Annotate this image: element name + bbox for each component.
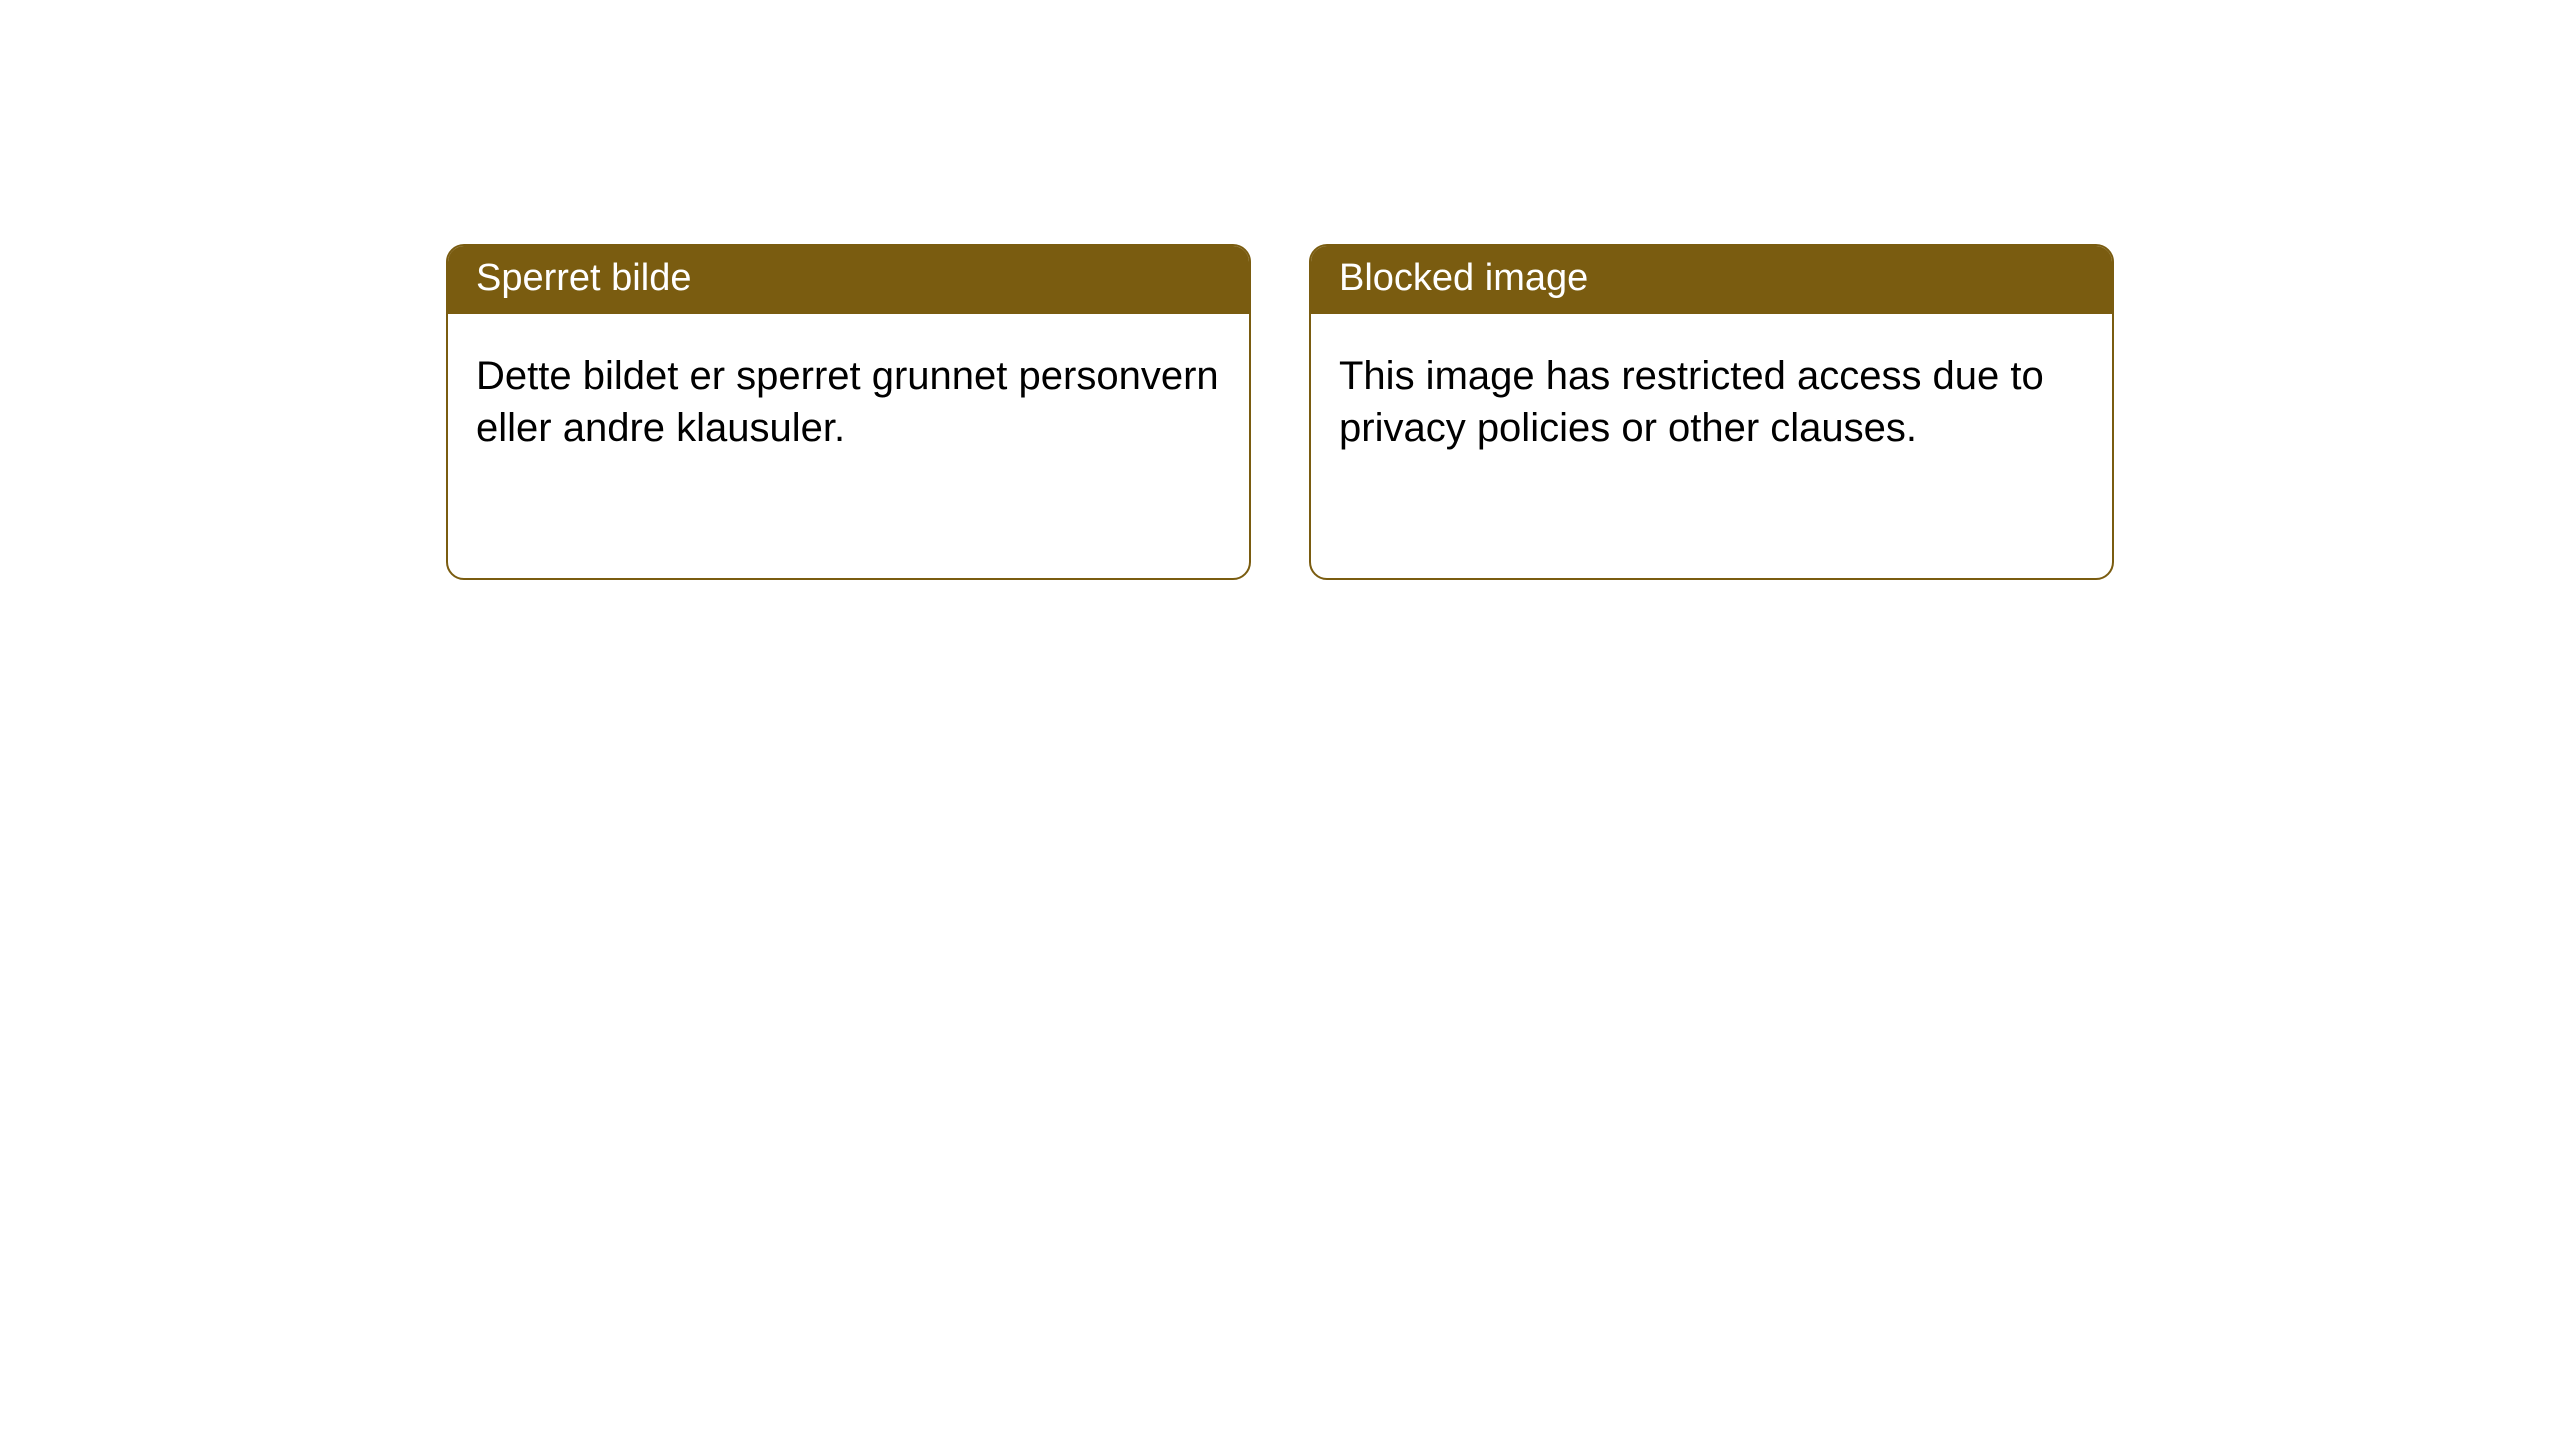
card-container: Sperret bilde Dette bildet er sperret gr… bbox=[0, 0, 2560, 580]
card-body-no: Dette bildet er sperret grunnet personve… bbox=[448, 314, 1249, 484]
blocked-image-card-no: Sperret bilde Dette bildet er sperret gr… bbox=[446, 244, 1251, 580]
blocked-image-card-en: Blocked image This image has restricted … bbox=[1309, 244, 2114, 580]
card-body-en: This image has restricted access due to … bbox=[1311, 314, 2112, 484]
card-header-no: Sperret bilde bbox=[448, 246, 1249, 314]
card-header-en: Blocked image bbox=[1311, 246, 2112, 314]
